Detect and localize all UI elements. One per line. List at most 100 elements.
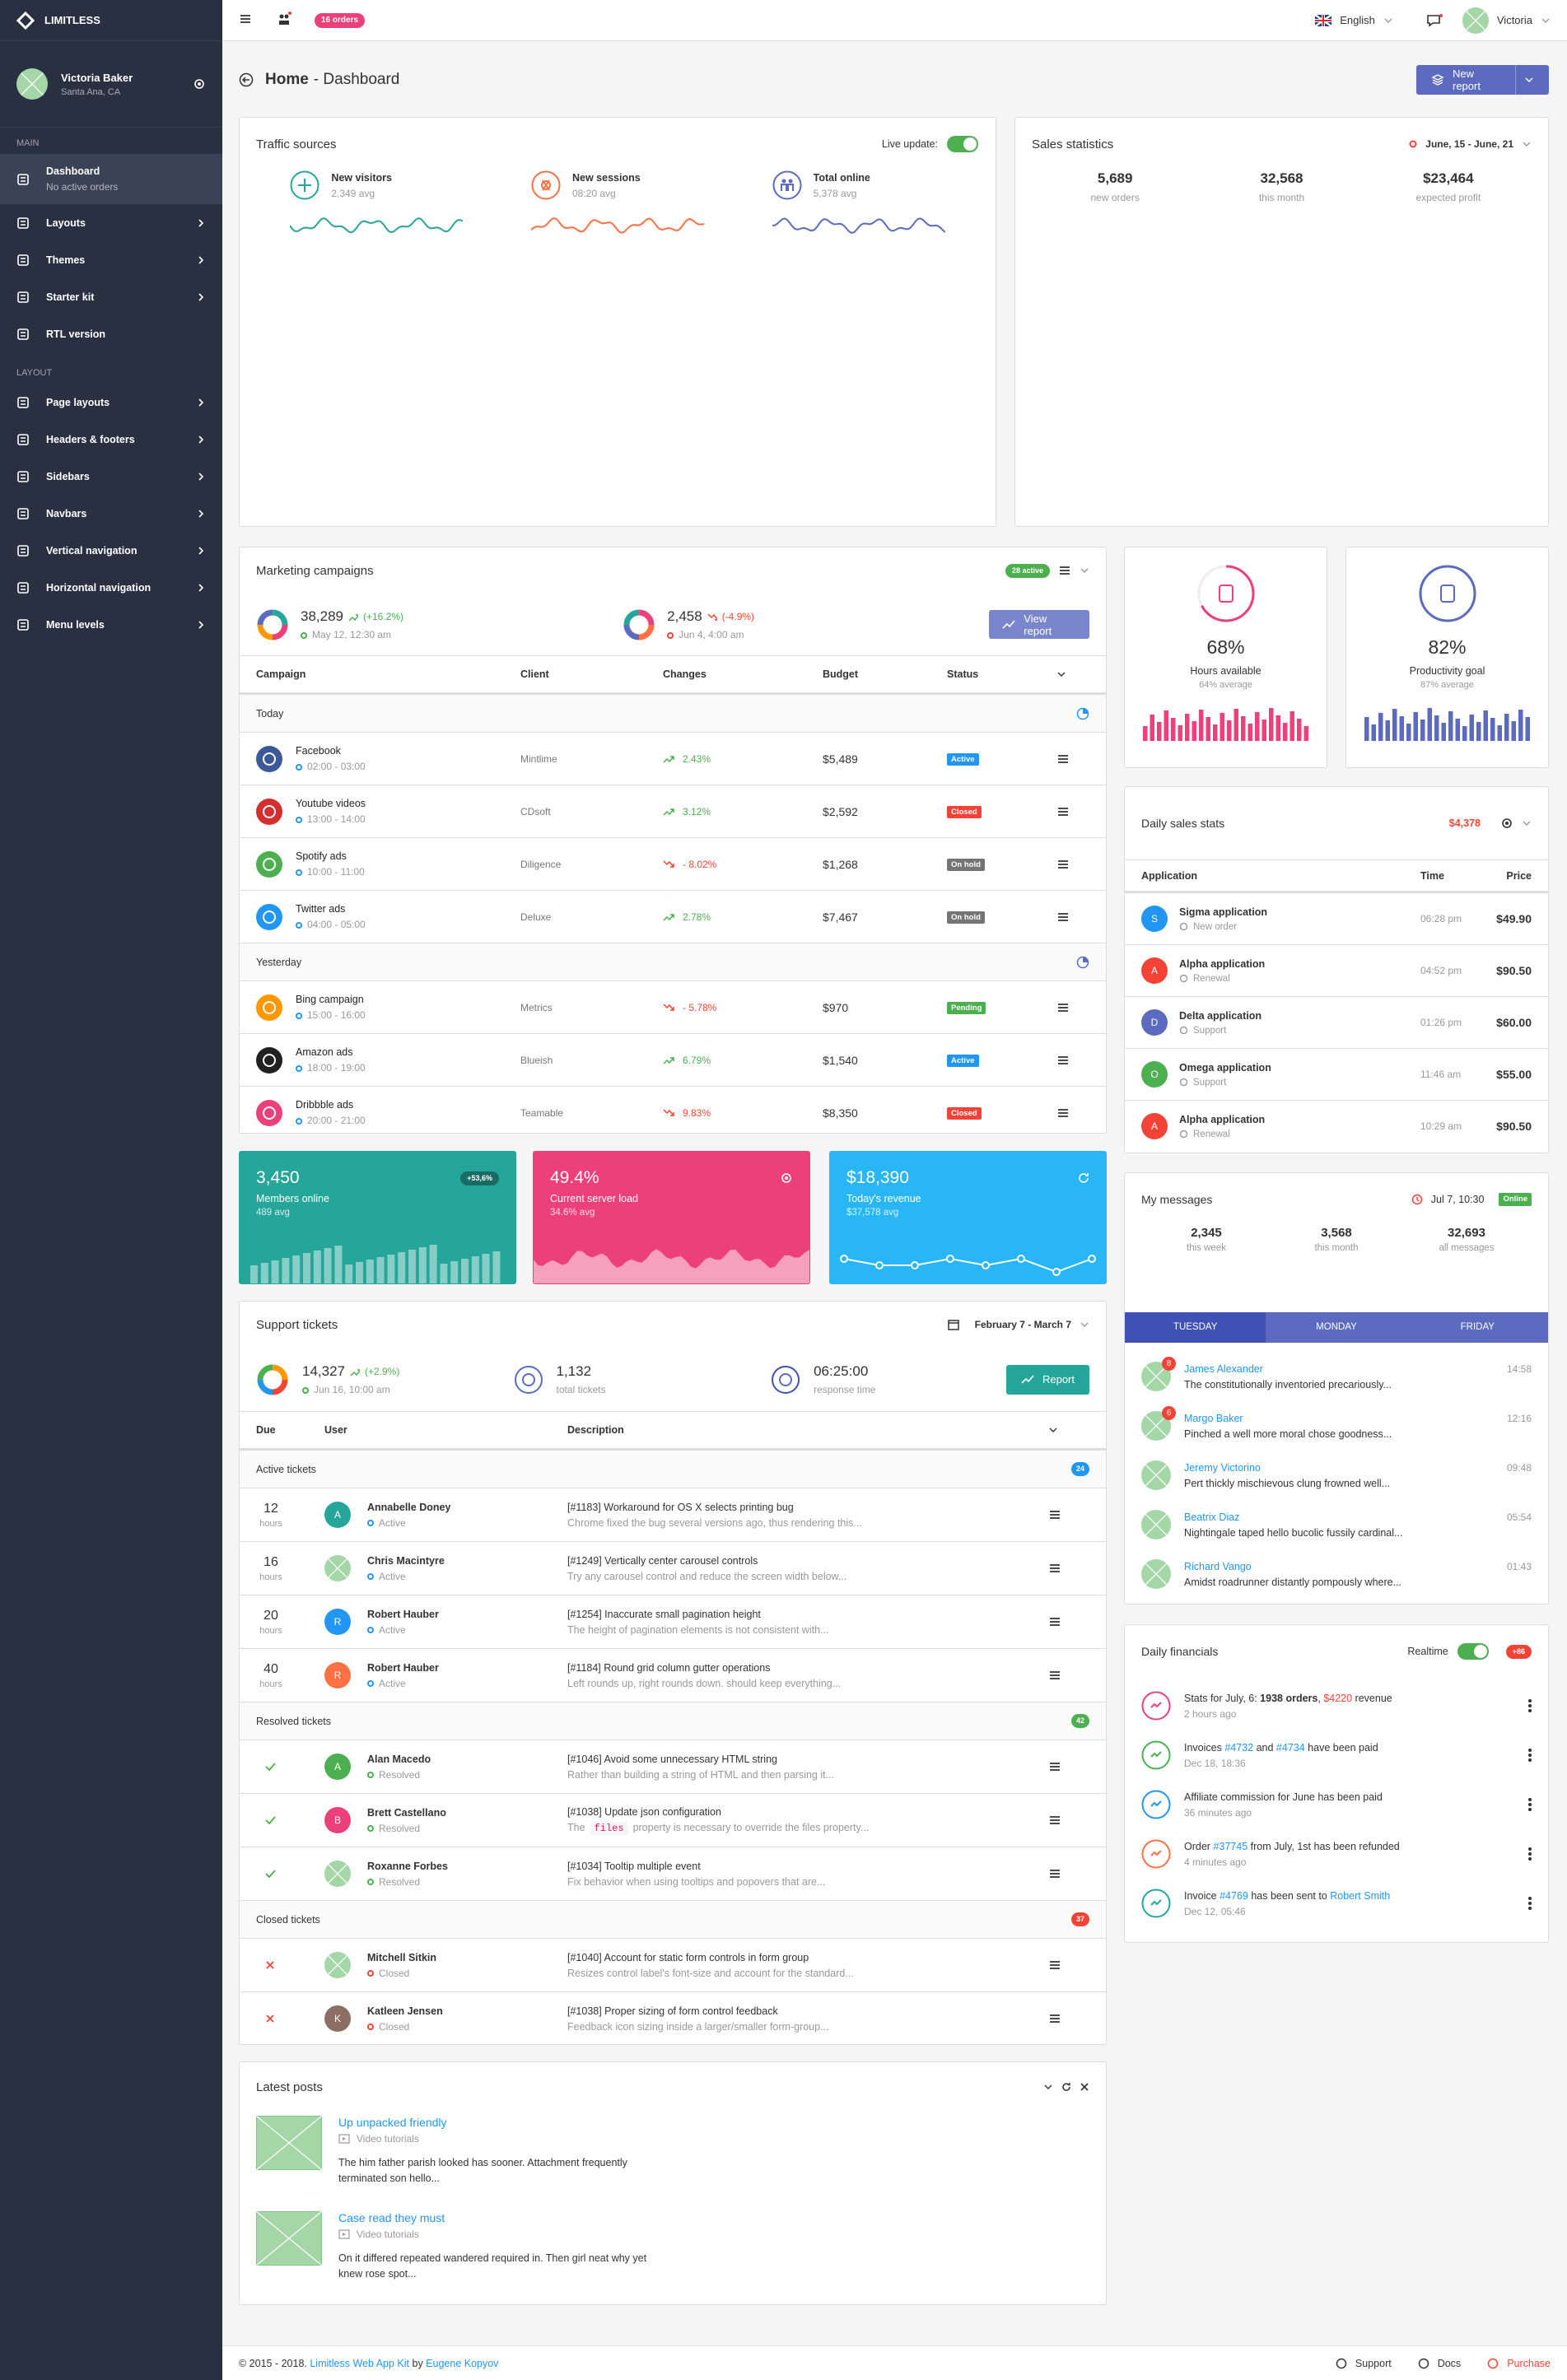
campaign-text: Amazon ads 18:00 - 19:00: [296, 1046, 366, 1074]
ticket-title: [#1184] Round grid column gutter operati…: [567, 1661, 771, 1674]
nav-item[interactable]: Horizontal navigation: [0, 569, 222, 606]
user-status: Resolved: [379, 1822, 421, 1834]
stat-sub: 489 avg: [256, 1208, 290, 1218]
nav-icon: [17, 581, 29, 594]
summary-change: (-4.9%): [721, 611, 755, 622]
due-value: 40: [263, 1661, 278, 1676]
row-menu: [1058, 859, 1068, 869]
nav-item[interactable]: RTL version: [0, 315, 222, 352]
summary-date-wrap: May 12, 12:30 am: [301, 629, 403, 640]
row-menu-part: [1058, 912, 1068, 921]
message-name[interactable]: James Alexander: [1184, 1362, 1263, 1375]
budget: $1,268: [823, 857, 858, 871]
card-header: Latest posts: [240, 2062, 1106, 2112]
view-report-button[interactable]: View report: [989, 610, 1090, 639]
financial-part[interactable]: #4732: [1224, 1741, 1254, 1754]
traffic-sub: 2,349 avg: [331, 187, 375, 199]
user-status-wrap: Active: [367, 1624, 439, 1636]
sub-icon: [1179, 922, 1188, 931]
nav-icon: [17, 470, 29, 482]
ticket-row: 16 hours Chris Macintyre Active [#1249] Vert…: [240, 1541, 1106, 1595]
campaign-time: 04:00 - 05:00: [307, 919, 366, 930]
tab[interactable]: MONDAY: [1316, 1322, 1357, 1332]
goal-bars-part: [1212, 724, 1217, 741]
ticket-text: [#1046] Avoid some unnecessary HTML stri…: [567, 1754, 1048, 1781]
language[interactable]: English: [1340, 14, 1375, 26]
nav-item[interactable]: Themes: [0, 241, 222, 278]
client: Deluxe: [520, 911, 552, 923]
nav-item[interactable]: Vertical navigation: [0, 532, 222, 569]
chevron-down-part: [1057, 672, 1066, 677]
summary-date: Jun 4, 4:00 am: [679, 629, 744, 640]
tab[interactable]: TUESDAY: [1125, 1312, 1266, 1343]
due-value: 16: [263, 1554, 278, 1569]
nav-item[interactable]: Headers & footers: [0, 421, 222, 458]
post-grid: Up unpacked friendly Video tutorials The h…: [240, 2112, 1106, 2304]
goal-bars-part: [1156, 722, 1161, 741]
goal-bars-part: [1392, 709, 1397, 741]
nav-item[interactable]: Dashboard No active orders: [0, 154, 222, 204]
page-title: Home: [265, 71, 309, 88]
nav-item[interactable]: Sidebars: [0, 458, 222, 495]
nav-item[interactable]: Menu levels: [0, 606, 222, 643]
check-icon: [265, 1763, 276, 1772]
row-menu-part: [240, 15, 250, 23]
budget: $2,592: [823, 804, 858, 818]
nav-item[interactable]: Starter kit: [0, 278, 222, 315]
financial-part[interactable]: #37745: [1213, 1840, 1248, 1852]
avatar-placeholder-part: [21, 72, 44, 95]
goal-body: 82% Productivity goal 87% average: [1346, 547, 1548, 741]
campaign: Bing campaign 15:00 - 16:00: [256, 994, 520, 1021]
message-name[interactable]: Margo Baker: [1184, 1412, 1243, 1424]
summary-item: 38,289 (+16.2%) May 12, 12:30 am: [256, 608, 623, 641]
goal-bars-part: [1511, 721, 1516, 741]
footer-link[interactable]: Purchase: [1487, 2358, 1551, 2369]
summary-top: 06:25:00: [814, 1363, 875, 1380]
message-name[interactable]: Beatrix Diaz: [1184, 1511, 1240, 1523]
nav-item[interactable]: Layouts: [0, 204, 222, 241]
new-report-button[interactable]: New report: [1416, 65, 1549, 95]
app-sub-wrap: Renewal: [1179, 1129, 1265, 1139]
tab[interactable]: FRIDAY: [1460, 1322, 1495, 1332]
product-link[interactable]: Limitless Web App Kit: [310, 2357, 410, 2369]
author-link[interactable]: Eugene Kopyov: [426, 2357, 499, 2369]
campaign: Youtube videos 13:00 - 14:00: [256, 798, 520, 825]
post-title[interactable]: Case read they must: [338, 2211, 445, 2224]
traffic-icon-part: [780, 184, 794, 191]
financial-part[interactable]: #4734: [1276, 1741, 1305, 1754]
footer-icon-part: [1487, 2358, 1499, 2368]
message-time: 14:58: [1506, 1362, 1532, 1375]
sub-icon: [1179, 1078, 1188, 1087]
menu-toggle[interactable]: [239, 12, 252, 28]
financial-part[interactable]: #4769: [1220, 1889, 1248, 1902]
support-range[interactable]: February 7 - March 7: [974, 1319, 1071, 1330]
check-icon: [265, 1816, 276, 1825]
chevron-right: [198, 435, 204, 444]
sales-range[interactable]: June, 15 - June, 21: [1425, 138, 1513, 150]
chevron-down-part: [1044, 2084, 1052, 2089]
campaign-time-wrap: 18:00 - 19:00: [296, 1062, 366, 1074]
stat-chart-part: [345, 1265, 353, 1283]
summary-text: 1,132 total tickets: [557, 1363, 606, 1395]
chevron-down: [1080, 568, 1089, 573]
footer-link[interactable]: Support: [1336, 2358, 1392, 2369]
avatar-placeholder-part: [1145, 1513, 1168, 1536]
more-icon: [1528, 1847, 1532, 1861]
report-button[interactable]: Report: [1005, 1364, 1089, 1395]
group-row: Active tickets 24: [240, 1450, 1106, 1488]
nav-user[interactable]: Victoria: [1496, 14, 1532, 26]
financial-line: Affiliate commission for June has been p…: [1184, 1791, 1515, 1803]
nav-item[interactable]: Navbars: [0, 495, 222, 532]
users-icon[interactable]: [277, 12, 291, 29]
footer-link[interactable]: Docs: [1418, 2358, 1461, 2369]
message-name[interactable]: Jeremy Victorino: [1184, 1461, 1261, 1474]
nav-item[interactable]: Page layouts: [0, 384, 222, 421]
goal-card: 82% Productivity goal 87% average: [1345, 547, 1549, 768]
campaign-logo: [256, 903, 282, 930]
more-icon: [1528, 1699, 1532, 1712]
stat-chart-part: [260, 1263, 268, 1283]
financial-part[interactable]: Robert Smith: [1330, 1889, 1391, 1902]
post-title[interactable]: Up unpacked friendly: [338, 2116, 447, 2129]
message-name[interactable]: Richard Vango: [1184, 1560, 1252, 1572]
